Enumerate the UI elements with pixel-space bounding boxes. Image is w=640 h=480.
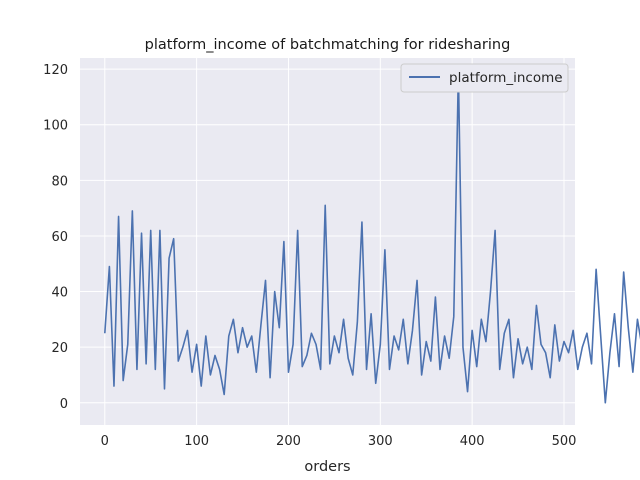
series-line-platform_income	[104, 71, 640, 404]
x-tick-label: 300	[368, 434, 393, 449]
y-tick-label: 20	[51, 341, 68, 356]
y-tick-label: 60	[51, 230, 68, 245]
y-tick-label: 120	[43, 63, 68, 78]
x-tick-label: 0	[101, 434, 109, 449]
x-tick-label: 500	[552, 434, 577, 449]
y-axis: 0 20 40 60 80 100 120	[43, 63, 68, 412]
x-tick-label: 100	[184, 434, 209, 449]
y-tick-label: 0	[60, 397, 68, 412]
y-tick-label: 80	[51, 174, 68, 189]
y-tick-label: 40	[51, 286, 68, 301]
y-tick-label: 100	[43, 119, 68, 134]
legend: platform_income	[400, 63, 569, 93]
chart-title: platform_income of batchmatching for rid…	[145, 37, 511, 53]
x-tick-label: 400	[460, 434, 485, 449]
x-axis: 0 100 200 300 400 500	[101, 434, 577, 449]
legend-label: platform_income	[449, 70, 563, 86]
x-axis-label: orders	[304, 459, 350, 475]
legend-box	[400, 63, 569, 93]
x-tick-label: 200	[276, 434, 301, 449]
series-group	[104, 71, 640, 404]
plot-area	[80, 58, 575, 425]
